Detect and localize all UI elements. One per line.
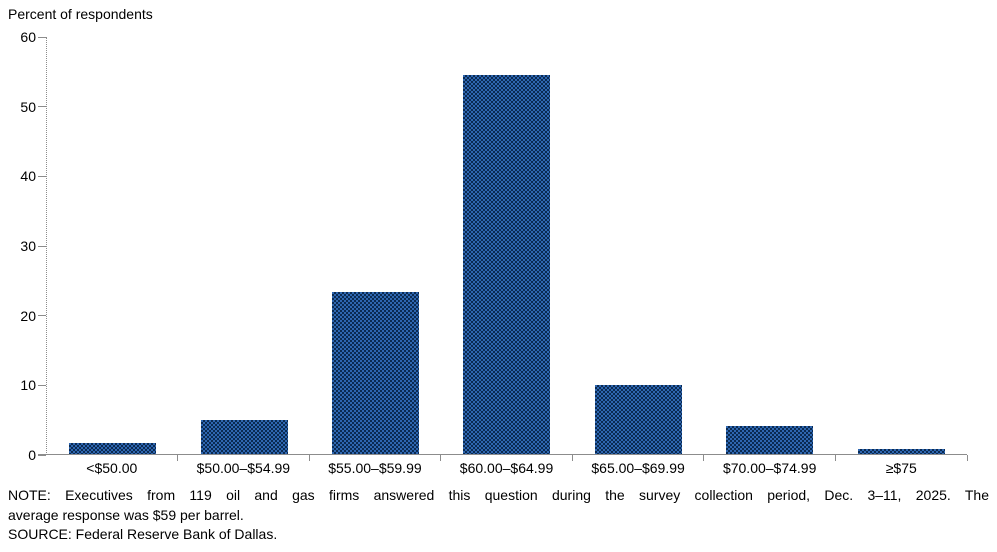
y-axis-tick [38,106,46,108]
bar-$65.00–$69.99 [594,384,682,455]
y-axis-tick-label: 10 [20,377,36,394]
bar-$70.00–$74.99 [726,425,814,455]
bar-slot [178,37,309,455]
source-text: SOURCE: Federal Reserve Bank of Dallas. [8,526,278,542]
x-axis-tick [703,455,705,461]
note-text-line-1: NOTE: Executives from 119 oil and gas fi… [8,487,989,503]
x-axis-labels: <$50.00 $50.00–$54.99 $55.00–$59.99 $60.00–… [46,460,967,476]
y-axis-tick-label: 0 [28,447,36,463]
bar-slot [573,37,704,455]
y-axis-tick-label: 50 [20,98,36,115]
bar-$60.00–$64.99 [463,74,551,455]
plot-area [46,37,967,455]
x-axis-category-label: <$50.00 [86,460,138,476]
note-text-line-2: average response was $59 per barrel. [8,506,244,523]
x-axis-category-label: ≥$75 [885,460,917,476]
y-axis-tick-label: 40 [20,168,36,185]
bar-<$50.00 [69,443,157,455]
chart-notes: NOTE: Executives from 119 oil and gas fi… [8,486,989,545]
bar-$50.00–$54.99 [200,420,288,455]
x-axis-category-label: $70.00–$74.99 [722,460,817,476]
x-axis-category-label: $60.00–$64.99 [459,460,554,476]
y-axis-tick-label: 30 [20,238,36,254]
x-axis-line [38,454,967,455]
x-axis-category-label: $65.00–$69.99 [591,460,685,476]
bar-$55.00–$59.99 [332,291,420,455]
x-axis-tick [440,455,442,461]
bar-slot [441,37,572,455]
bar-≥$75 [857,449,945,455]
x-axis-tick [966,455,968,461]
x-axis-category-label: $55.00–$59.99 [328,460,422,476]
x-axis-tick [834,455,836,461]
y-axis-tick-label: 20 [20,307,36,324]
y-axis-title: Percent of respondents [8,6,153,22]
y-axis-tick [38,454,46,456]
bar-slot [310,37,441,455]
x-axis-tick [177,455,179,461]
y-axis-tick [38,175,46,177]
y-axis-tick [38,384,46,386]
x-axis-category-label: $50.00–$54.99 [196,460,291,476]
y-axis-tick [38,315,46,317]
y-axis-tick-label: 60 [20,29,36,45]
bar-slot [836,37,967,455]
bar-slot [704,37,835,455]
bar-slot [47,37,178,455]
y-axis-tick [38,36,46,38]
y-axis-tick [38,245,46,247]
x-axis-tick [308,455,310,461]
x-axis-tick [571,455,573,461]
